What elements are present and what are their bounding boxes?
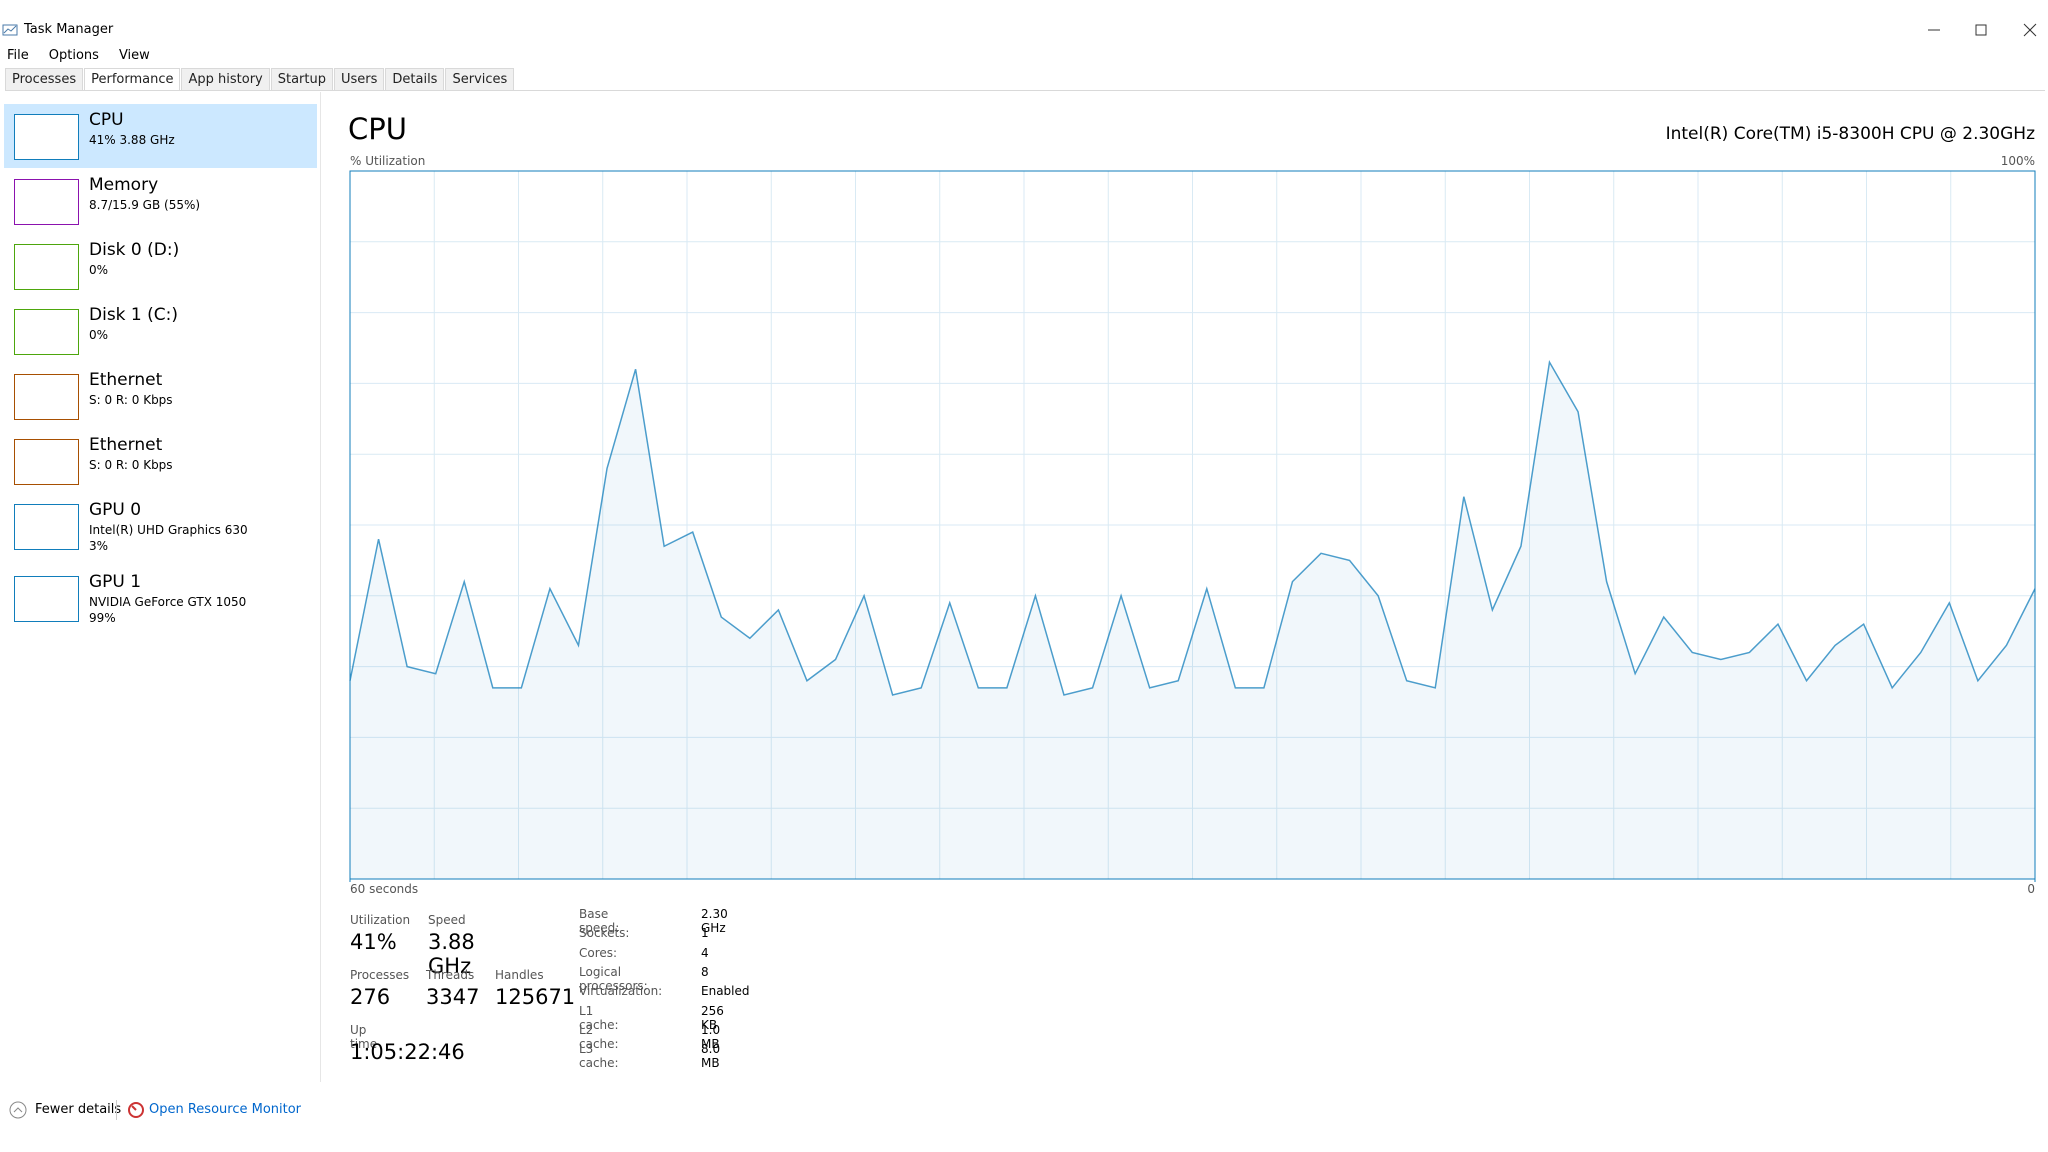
sidebar-item[interactable]: Ethernet S: 0 R: 0 Kbps <box>4 364 317 428</box>
x-tick-label: 0 <box>2027 882 2035 896</box>
menu-item[interactable]: File <box>7 48 29 63</box>
spec-label: Virtualization: <box>579 984 663 999</box>
spec-value: 8 <box>701 964 709 979</box>
item-detail: NVIDIA GeForce GTX 1050 <box>89 595 247 609</box>
stat-value: 276 <box>350 985 391 1009</box>
spec-label: L2 cache: <box>579 1022 619 1051</box>
x-tick-label: 60 seconds <box>350 882 418 896</box>
item-name: Ethernet <box>89 435 163 455</box>
item-detail: S: 0 R: 0 Kbps <box>89 393 173 407</box>
spec-label: Sockets: <box>579 926 630 941</box>
menu-item[interactable]: Options <box>48 48 99 63</box>
stat-value: 1:05:22:46 <box>350 1040 465 1064</box>
spec-value: 256 KB <box>701 1003 724 1032</box>
stat-label: Up time <box>350 1023 378 1051</box>
sidebar-item[interactable]: GPU 0 Intel(R) UHD Graphics 630 3% <box>4 494 317 566</box>
thumbnail <box>14 114 79 160</box>
item-name: CPU <box>89 110 124 130</box>
sidebar-item[interactable]: Ethernet S: 0 R: 0 Kbps <box>4 429 317 493</box>
thumbnail <box>14 244 79 290</box>
spec-label: L1 cache: <box>579 1003 619 1032</box>
monitor-icon[interactable] <box>126 1100 146 1120</box>
spec-value: 4 <box>701 945 709 960</box>
item-name: GPU 1 <box>89 572 142 592</box>
thumbnail <box>14 374 79 420</box>
item-name: Disk 1 (C:) <box>89 305 179 325</box>
spec-value: 2.30 GHz <box>701 907 728 935</box>
utilization-area <box>350 362 2035 879</box>
thumbnail <box>14 439 79 485</box>
utilization-line <box>349 359 2036 696</box>
item-name: Memory <box>89 175 159 195</box>
thumbnail <box>14 179 79 225</box>
stat-label: Threads <box>426 968 475 982</box>
item-name: GPU 0 <box>89 500 142 520</box>
window-title: Task Manager <box>24 22 114 37</box>
window-controls[interactable] <box>1920 18 2040 42</box>
sidebar-item[interactable]: CPU 41% 3.88 GHz <box>4 104 317 168</box>
tab[interactable]: Startup <box>270 68 333 90</box>
cpu-graph: % Utilization 100% 60 seconds 0 <box>349 155 2036 896</box>
tab-bar: Processes Performance App history Startup Us… <box>5 68 2045 91</box>
separator <box>116 1100 117 1120</box>
thumbnail <box>14 309 79 355</box>
tab[interactable]: Processes <box>5 68 84 90</box>
spec-label: Base speed: <box>579 907 620 935</box>
fewer-details[interactable]: Fewer details <box>35 1102 122 1117</box>
sidebar-item[interactable]: Disk 0 (D:) 0% <box>4 234 317 298</box>
y-tick-label: 100% <box>2001 155 2035 168</box>
item-detail: 3% <box>89 539 109 553</box>
stat-value: 125671 <box>495 985 576 1009</box>
spec-label: L3 cache: <box>579 1042 619 1071</box>
stat-label: Speed <box>428 913 466 927</box>
y-axis-label: % Utilization <box>350 155 425 168</box>
panel-title: CPU <box>348 112 407 146</box>
stat-value: 3347 <box>426 985 480 1009</box>
tab[interactable]: Services <box>445 68 515 90</box>
stat-label: Handles <box>495 968 544 982</box>
spec-label: Logical processors: <box>579 964 648 993</box>
stat-label: Processes <box>350 968 410 982</box>
stat-value: 41% <box>350 930 397 954</box>
thumbnail <box>14 576 79 622</box>
item-detail: 99% <box>89 611 116 625</box>
item-name: Disk 0 (D:) <box>89 240 180 260</box>
sidebar-item[interactable]: Memory 8.7/15.9 GB (55%) <box>4 169 317 233</box>
stat-label: Utilization <box>350 913 411 927</box>
item-name: Ethernet <box>89 370 163 390</box>
collapse-icon[interactable] <box>8 1100 28 1120</box>
sidebar-item[interactable]: GPU 1 NVIDIA GeForce GTX 1050 99% <box>4 566 317 638</box>
tab[interactable]: Performance <box>84 68 181 90</box>
menu-item[interactable]: View <box>118 48 150 63</box>
item-detail: Intel(R) UHD Graphics 630 <box>89 523 248 537</box>
thumbnail <box>14 504 79 550</box>
spec-value: Enabled <box>701 984 750 999</box>
tab[interactable]: Details <box>385 68 445 90</box>
stat-value: 3.88 GHz <box>428 930 475 978</box>
spec-value: 1.0 MB <box>701 1022 721 1051</box>
plot-border <box>349 170 2036 880</box>
spec-label: Cores: <box>579 945 618 960</box>
divider <box>320 92 321 1082</box>
resource-monitor-link[interactable]: Open Resource Monitor <box>149 1102 302 1117</box>
app-icon <box>2 24 18 36</box>
menu-bar: File Options View <box>7 44 170 63</box>
item-detail: 0% <box>89 328 109 342</box>
cpu-model: Intel(R) Core(TM) i5-8300H CPU @ 2.30GHz <box>1665 124 2035 144</box>
spec-value: 8.0 MB <box>701 1042 721 1071</box>
item-detail: 8.7/15.9 GB (55%) <box>89 198 201 212</box>
tab[interactable]: App history <box>181 68 270 90</box>
item-detail: S: 0 R: 0 Kbps <box>89 458 173 472</box>
spec-value: 1 <box>701 926 709 941</box>
tab[interactable]: Users <box>333 68 385 90</box>
sidebar: CPU 41% 3.88 GHz Memory 8.7/15.9 GB (55%) Di… <box>0 104 320 684</box>
sidebar-item[interactable]: Disk 1 (C:) 0% <box>4 299 317 363</box>
item-detail: 41% 3.88 GHz <box>89 133 175 147</box>
item-detail: 0% <box>89 263 109 277</box>
